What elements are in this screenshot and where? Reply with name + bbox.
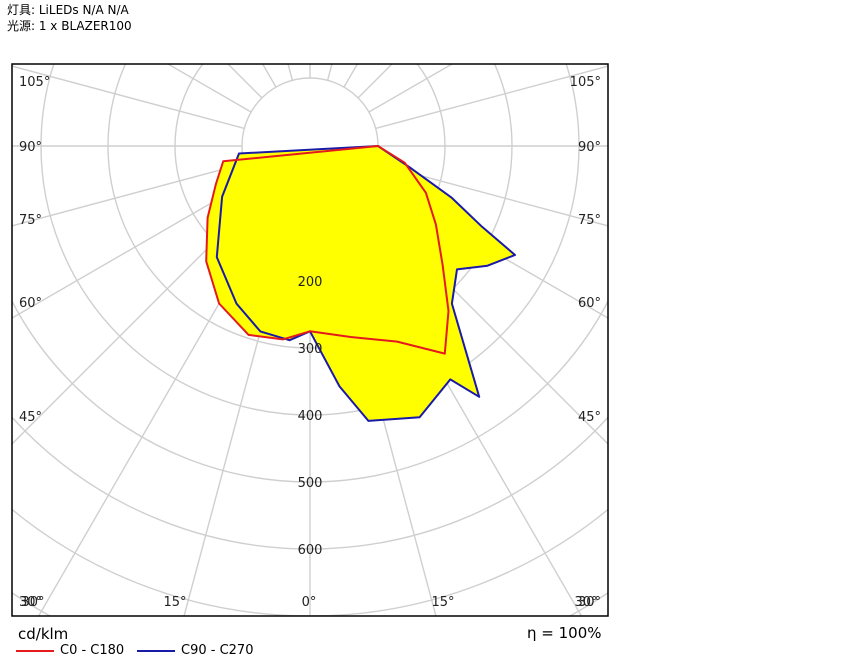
angle-label-bottom: 15° xyxy=(431,595,454,610)
grid-radial xyxy=(326,64,333,81)
angle-label-right: 105° xyxy=(570,75,601,90)
grid-radial xyxy=(375,162,608,227)
grid-radial xyxy=(368,64,454,113)
grid-radial xyxy=(12,179,252,319)
fill-c0-c180 xyxy=(206,146,449,354)
angle-label-right: 90° xyxy=(578,140,601,155)
angle-label-left: 75° xyxy=(19,213,42,228)
luminaire-label: 灯具: LiLEDs N/A N/A xyxy=(7,3,129,17)
angle-label-bottom: 15° xyxy=(163,595,186,610)
grid-radial xyxy=(166,64,252,113)
plot-frame xyxy=(11,63,609,617)
angle-label-right: 75° xyxy=(578,213,601,228)
grid-radial xyxy=(12,65,245,130)
angle-label-left: 30° xyxy=(19,595,42,610)
radial-tick-label: 200 xyxy=(298,275,323,290)
angle-label-left: 105° xyxy=(19,75,50,90)
angle-label-right: 60° xyxy=(578,296,601,311)
angle-label-right: 45° xyxy=(578,410,601,425)
legend-swatch-blue xyxy=(137,649,175,652)
grid-radial xyxy=(12,193,263,445)
grid-radial xyxy=(287,64,294,81)
grid-radial xyxy=(183,211,294,616)
legend-swatch-red xyxy=(16,649,54,652)
unit-label: cd/klm xyxy=(18,625,69,643)
angle-label-right: 30° xyxy=(578,595,601,610)
radial-tick-label: 400 xyxy=(298,409,323,424)
radial-tick-label: 600 xyxy=(298,543,323,558)
angle-label-left: 90° xyxy=(19,140,42,155)
legend-c0-c180: C0 - C180 xyxy=(16,643,124,658)
legend-label-c0-c180: C0 - C180 xyxy=(60,643,125,658)
grid-radial xyxy=(37,204,277,616)
grid-radial xyxy=(343,64,359,88)
efficiency-label: η = 100% xyxy=(527,624,602,642)
grid-radial xyxy=(375,65,608,130)
angle-label-bottom: 0° xyxy=(302,595,317,610)
angle-label-left: 45° xyxy=(19,410,42,425)
radial-tick-label: 300 xyxy=(298,342,323,357)
angle-label-bottom: 30° xyxy=(574,595,597,610)
grid-radial xyxy=(357,193,608,445)
series-c90-c270 xyxy=(215,145,516,422)
legend-label-c90-c270: C90 - C270 xyxy=(181,643,254,658)
angle-label-bottom: 30° xyxy=(21,595,44,610)
grid-radial xyxy=(12,162,245,227)
series-c0-c180 xyxy=(205,145,450,355)
radial-tick-label: 500 xyxy=(298,476,323,491)
angle-label-left: 60° xyxy=(19,296,42,311)
legend-c90-c270: C90 - C270 xyxy=(137,643,253,658)
lamp-label: 光源: 1 x BLAZER100 xyxy=(7,19,132,33)
grid-radial xyxy=(368,179,608,319)
